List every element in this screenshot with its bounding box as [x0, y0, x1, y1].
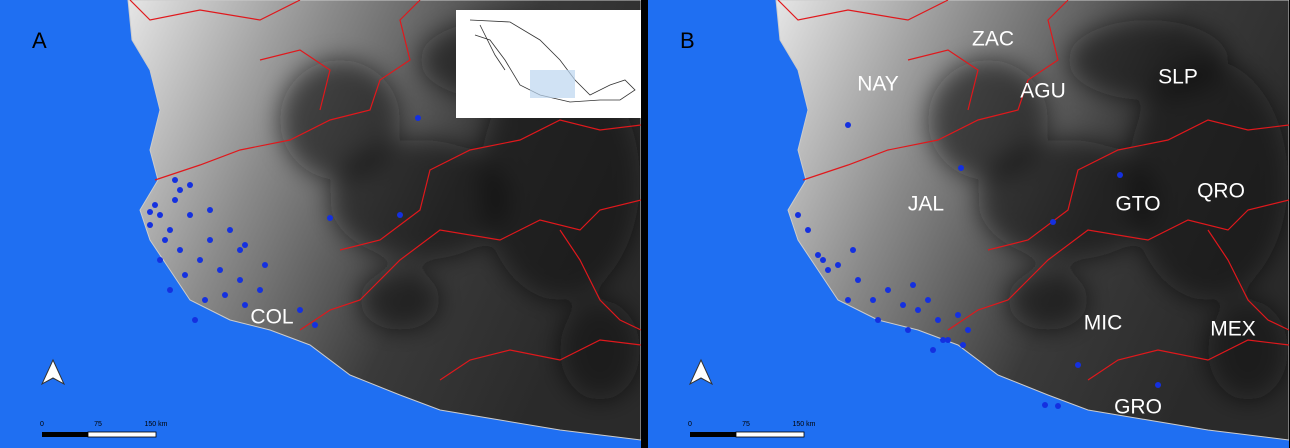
- record-point: [915, 307, 921, 313]
- record-point: [327, 215, 333, 221]
- state-label: AGU: [1020, 80, 1066, 103]
- record-point: [152, 202, 158, 208]
- record-point: [855, 277, 861, 283]
- record-point: [870, 297, 876, 303]
- state-label: ZAC: [972, 28, 1014, 51]
- record-point: [1075, 362, 1081, 368]
- record-point: [935, 317, 941, 323]
- record-point: [885, 287, 891, 293]
- map-panel: COL A 0 75 150 km: [0, 0, 641, 448]
- record-point: [237, 247, 243, 253]
- scale-bar-white: [88, 432, 156, 437]
- record-point: [237, 277, 243, 283]
- record-point: [242, 302, 248, 308]
- state-label: COL: [250, 306, 293, 329]
- record-point: [825, 267, 831, 273]
- record-point: [1055, 403, 1061, 409]
- record-point: [207, 237, 213, 243]
- scale-label: 0: [688, 421, 692, 428]
- record-point: [162, 237, 168, 243]
- record-point: [910, 282, 916, 288]
- record-point: [172, 197, 178, 203]
- panel-label: B: [680, 28, 695, 53]
- record-point: [217, 267, 223, 273]
- state-label: QRO: [1197, 180, 1245, 203]
- record-point: [207, 207, 213, 213]
- record-point: [202, 297, 208, 303]
- state-label: MEX: [1210, 318, 1256, 341]
- scale-label: 75: [94, 421, 102, 428]
- scale-label: 150 km: [793, 421, 816, 428]
- record-point: [815, 252, 821, 258]
- record-point: [187, 182, 193, 188]
- record-point: [192, 317, 198, 323]
- record-point: [845, 122, 851, 128]
- record-point: [930, 347, 936, 353]
- record-point: [312, 322, 318, 328]
- record-point: [167, 227, 173, 233]
- record-point: [415, 115, 421, 121]
- scale-label: 75: [742, 421, 750, 428]
- record-point: [1155, 382, 1161, 388]
- record-point: [242, 242, 248, 248]
- record-point: [925, 297, 931, 303]
- record-point: [177, 187, 183, 193]
- state-label: JAL: [908, 193, 944, 216]
- record-point: [900, 302, 906, 308]
- state-label: NAY: [857, 73, 899, 96]
- state-label: SLP: [1158, 66, 1198, 89]
- record-point: [940, 337, 946, 343]
- record-point: [845, 297, 851, 303]
- record-point: [222, 292, 228, 298]
- record-point: [960, 342, 966, 348]
- record-point: [820, 257, 826, 263]
- record-point: [147, 209, 153, 215]
- record-point: [850, 247, 856, 253]
- state-label: GTO: [1115, 193, 1160, 216]
- record-point: [147, 222, 153, 228]
- record-point: [172, 177, 178, 183]
- scale-label: 150 km: [145, 421, 168, 428]
- relief-patch: [560, 300, 640, 400]
- relief-patch: [1208, 300, 1288, 400]
- relief-patch: [360, 270, 440, 330]
- record-point: [262, 262, 268, 268]
- record-point: [197, 257, 203, 263]
- relief-patch: [1068, 20, 1228, 100]
- panel-label: A: [32, 28, 47, 53]
- relief-patch: [1008, 270, 1088, 330]
- record-point: [958, 165, 964, 171]
- scale-bar-black: [42, 432, 88, 437]
- record-point: [1042, 402, 1048, 408]
- record-point: [955, 312, 961, 318]
- record-point: [177, 247, 183, 253]
- record-point: [187, 212, 193, 218]
- record-point: [257, 287, 263, 293]
- record-point: [297, 307, 303, 313]
- state-label: MIC: [1084, 312, 1123, 335]
- map-panel: NAY ZAC AGU SLP JAL GTO QRO MIC MEX GRO B 0 75 150 km: [648, 0, 1289, 448]
- record-point: [875, 317, 881, 323]
- record-point: [795, 212, 801, 218]
- record-point: [905, 327, 911, 333]
- scale-label: 0: [40, 421, 44, 428]
- scale-bar-white: [736, 432, 804, 437]
- record-point: [157, 257, 163, 263]
- record-point: [157, 212, 163, 218]
- record-point: [1117, 172, 1123, 178]
- record-point: [182, 272, 188, 278]
- record-point: [835, 262, 841, 268]
- record-point: [965, 327, 971, 333]
- figure: COL A 0 75 150 km NAY ZAC AGU SLP JAL GTO QRO MIC MEX…: [0, 0, 1290, 448]
- record-point: [1050, 219, 1056, 225]
- inset-extent: [530, 70, 575, 98]
- record-point: [227, 227, 233, 233]
- record-point: [167, 287, 173, 293]
- record-point: [397, 212, 403, 218]
- record-point: [805, 227, 811, 233]
- state-label: GRO: [1114, 396, 1162, 419]
- scale-bar-black: [690, 432, 736, 437]
- inset-map: [456, 10, 641, 118]
